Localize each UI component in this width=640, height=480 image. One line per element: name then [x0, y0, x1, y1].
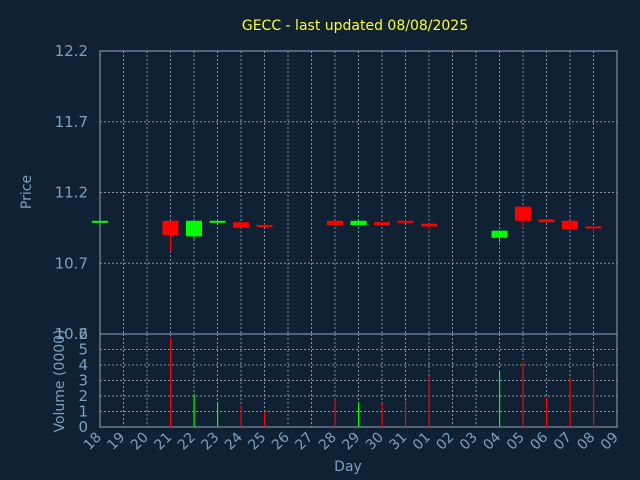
candle-body — [421, 223, 437, 227]
candle-body — [209, 220, 226, 223]
price-tick-label: 11.2 — [55, 184, 88, 202]
volume-tick-label: 4 — [78, 356, 88, 374]
x-tick-label: 25 — [245, 430, 269, 454]
volume-tick-label: 1 — [78, 403, 88, 421]
x-tick-label: 26 — [269, 429, 293, 453]
x-tick-label: 01 — [410, 430, 434, 454]
x-tick-label: 23 — [198, 430, 222, 454]
chart-title: GECC - last updated 08/08/2025 — [242, 18, 468, 34]
x-tick-label: 04 — [480, 429, 504, 453]
x-axis: 18 19 20 21 22 23 24 25 26 27 28 29 30 31 01 02 03 04 05 06… — [81, 429, 622, 453]
volume-tick-label: 2 — [78, 387, 88, 405]
x-tick-label: 03 — [457, 430, 481, 454]
volume-bar — [381, 403, 383, 427]
candle-body — [538, 219, 555, 223]
x-tick-label: 09 — [598, 430, 622, 454]
volume-bar — [499, 371, 501, 427]
volume-axis-label: Volume (0000) — [52, 329, 68, 432]
candles — [92, 206, 602, 252]
candle-body — [186, 220, 202, 237]
volume-tick-label: 0 — [78, 418, 88, 436]
x-axis-label: Day — [334, 459, 362, 475]
volume-bars — [170, 337, 595, 427]
volume-bar — [546, 397, 548, 427]
volume-bar — [193, 394, 195, 427]
volume-tick-label: 3 — [78, 372, 88, 390]
candle-body — [327, 220, 343, 226]
volume-bar — [593, 371, 595, 427]
price-tick-label: 12.2 — [55, 42, 88, 60]
candle-body — [162, 220, 179, 235]
price-axis-label: Price — [19, 175, 35, 209]
price-grid — [100, 51, 617, 334]
x-tick-label: 19 — [104, 430, 128, 454]
price-axis: 12.2 11.7 11.2 10.7 10.2 — [55, 42, 88, 343]
x-tick-label: 05 — [504, 430, 528, 454]
candle-body — [350, 220, 367, 226]
candle-body — [397, 220, 414, 223]
volume-bar — [240, 405, 242, 427]
x-tick-label: 22 — [175, 430, 199, 454]
x-tick-label: 02 — [433, 430, 457, 454]
volume-bar — [334, 399, 336, 427]
volume-bar — [428, 375, 430, 427]
candle-body — [585, 226, 602, 229]
volume-tick-label: 5 — [78, 341, 88, 359]
candle-body — [491, 230, 508, 238]
volume-bar — [569, 377, 571, 427]
x-tick-label: 06 — [527, 429, 551, 453]
candle-body — [374, 222, 390, 226]
x-tick-label: 07 — [551, 430, 575, 454]
candle-body — [515, 206, 531, 221]
volume-bar — [405, 400, 407, 427]
volume-bar — [358, 402, 360, 427]
volume-tick-label: 6 — [78, 325, 88, 343]
candle-body — [233, 222, 249, 228]
x-tick-label: 28 — [316, 430, 340, 454]
x-tick-label: 21 — [151, 430, 175, 454]
x-tick-label: 27 — [292, 430, 316, 454]
volume-bar — [170, 337, 172, 427]
price-tick-label: 11.7 — [55, 113, 88, 131]
candle-body — [256, 225, 273, 228]
x-tick-label: 08 — [574, 430, 598, 454]
x-tick-label: 24 — [222, 429, 246, 453]
price-tick-label: 10.2 — [55, 325, 88, 343]
volume-bar — [264, 411, 266, 427]
x-tick-label: 31 — [386, 430, 410, 454]
candle-body — [562, 220, 578, 230]
price-tick-label: 10.7 — [55, 254, 88, 272]
volume-bar — [217, 402, 219, 427]
x-tick-label: 20 — [128, 430, 152, 454]
volume-bar — [522, 361, 524, 427]
x-tick-label: 30 — [363, 430, 387, 454]
candle-body — [92, 220, 108, 223]
x-tick-label: 29 — [339, 430, 363, 454]
